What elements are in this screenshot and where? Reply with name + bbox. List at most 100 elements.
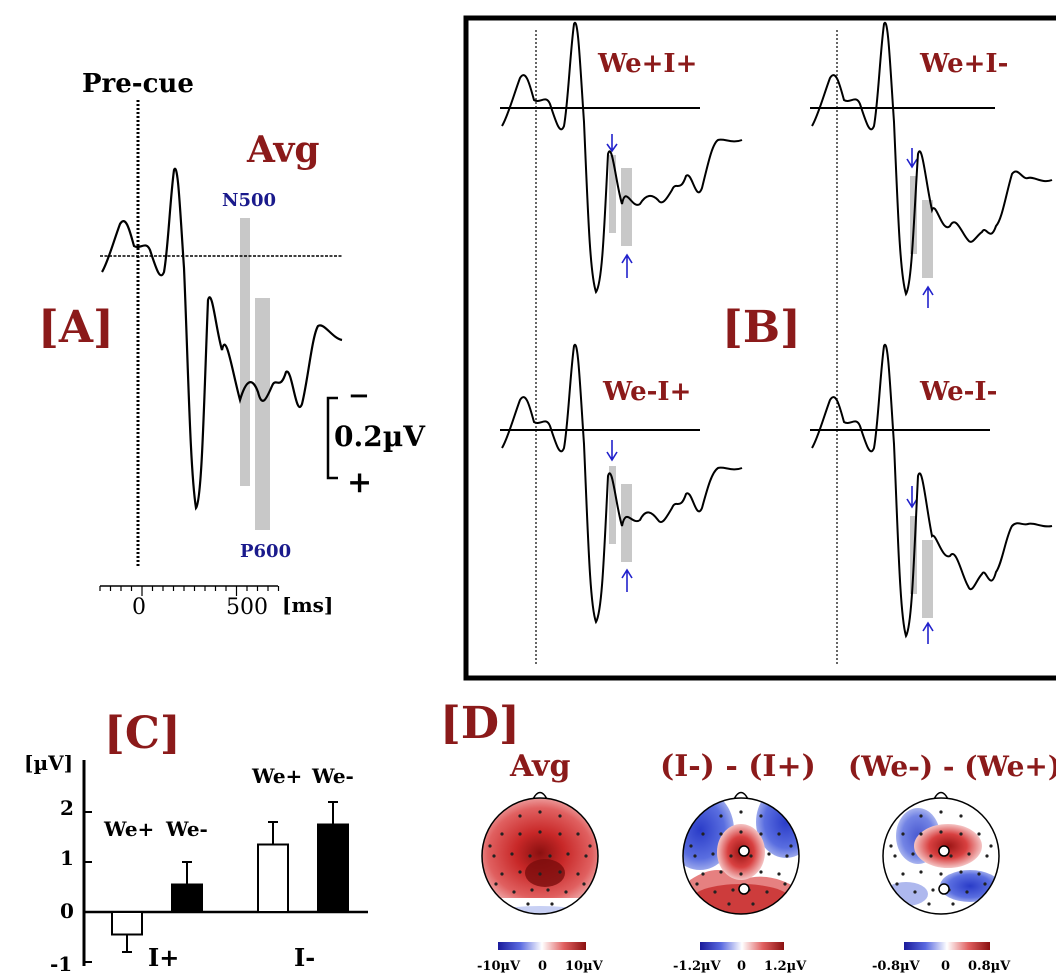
electrode: [927, 902, 931, 906]
topomap-we-minus-minus-we-plus: (We-) - (We+) -0.8µV 0 0.8µV: [848, 750, 1056, 974]
scale-max: 10µV: [565, 959, 604, 974]
scale-min: -0.8µV: [872, 959, 921, 974]
y-ticks: [84, 811, 92, 963]
electrode: [919, 814, 923, 818]
subplot-we-plus-i-plus: We+I+: [500, 21, 743, 295]
erp-trace: [501, 343, 743, 625]
electrode: [789, 844, 793, 848]
electrode: [911, 852, 915, 856]
panel-b-frame: [463, 15, 1056, 681]
panel-d-label: [D]: [440, 698, 520, 749]
electrode: [901, 872, 905, 876]
electrode: [759, 870, 763, 874]
head-outline: [882, 797, 1000, 915]
electrode: [739, 830, 743, 834]
bar: [111, 911, 143, 936]
electrode: [939, 830, 943, 834]
electrode: [767, 852, 771, 856]
electrode: [967, 852, 971, 856]
n500-arrow: [606, 440, 618, 462]
electrode: [729, 854, 733, 858]
n500-label: N500: [222, 190, 276, 211]
electrode: [893, 854, 897, 858]
electrode: [510, 852, 514, 856]
condition-label-we-plus-i-plus: We+I+: [597, 49, 697, 79]
pre-cue-label: Pre-cue: [82, 69, 194, 99]
group-label-i-plus: I+: [148, 943, 179, 972]
panel-b-label: [B]: [722, 302, 801, 353]
electrode: [777, 832, 781, 836]
electrode: [711, 852, 715, 856]
electrode: [759, 832, 763, 836]
subplot-we-plus-i-minus: We+I-: [810, 21, 1053, 308]
n500-arrow: [906, 486, 918, 509]
subplot-we-minus-i-plus: We-I+: [500, 343, 743, 625]
panel-d: [D] Avg -10µV 0 10µV (I-) - (I+): [440, 698, 1056, 974]
electrode: [693, 854, 697, 858]
erp-trace: [501, 21, 743, 295]
electrode: [576, 872, 580, 876]
electrode: [500, 872, 504, 876]
panel-c-label: [C]: [104, 708, 181, 759]
electrode: [548, 854, 552, 858]
panel-a-label: [A]: [38, 302, 114, 353]
electrode: [512, 890, 516, 894]
electrode: [558, 870, 562, 874]
p600-window: [621, 168, 632, 246]
electrode: [913, 890, 917, 894]
electrode: [983, 882, 987, 886]
p600-window: [922, 540, 933, 618]
bar: [171, 883, 203, 913]
electrode: [701, 832, 705, 836]
bars: [111, 801, 349, 953]
bar-label-i-plus-we-plus: We+: [103, 817, 154, 841]
topomap-title: (I-) - (I+): [660, 749, 816, 784]
p600-arrow: [621, 253, 633, 278]
electrode: [919, 870, 923, 874]
panel-c: [C] [µV] 2 1 0 -1 We+ We- We+ We- I+ I-: [24, 708, 368, 976]
electrode: [959, 870, 963, 874]
x-unit: [ms]: [282, 593, 333, 617]
color-scale-bar: [904, 942, 990, 950]
electrode: [749, 854, 753, 858]
electrode: [959, 814, 963, 818]
p600-window: [922, 200, 933, 278]
electrode: [518, 832, 522, 836]
scale-plus: +: [347, 465, 372, 500]
p600-arrow: [922, 621, 934, 644]
electrode: [931, 888, 935, 892]
electrode: [929, 854, 933, 858]
p600-arrow: [621, 568, 633, 592]
electrodes: [488, 810, 592, 906]
erp-trace: [811, 343, 1053, 639]
electrode: [689, 844, 693, 848]
electrode: [528, 854, 532, 858]
y-unit: [µV]: [24, 751, 73, 775]
scale-min: -1.2µV: [673, 959, 722, 974]
bar-label-i-minus-we-plus: We+: [251, 764, 302, 788]
electrode: [518, 870, 522, 874]
electrode: [546, 888, 550, 892]
scale-max: 0.8µV: [968, 959, 1011, 974]
electrode: [584, 854, 588, 858]
scale-minus: −: [348, 381, 370, 411]
topomap-i-minus-minus-i-plus: (I-) - (I+) -1.2µV 0 1.2µV: [660, 749, 816, 974]
head-outline: [481, 797, 599, 915]
scale-value: 0.2µV: [334, 420, 426, 453]
condition-label-we-plus-i-minus: We+I-: [919, 49, 1008, 79]
color-scale-bar: [700, 942, 784, 950]
electrode: [550, 902, 554, 906]
electrode: [492, 854, 496, 858]
electrode: [538, 872, 542, 876]
electrode: [977, 832, 981, 836]
electrode: [530, 888, 534, 892]
p600-arrow: [922, 285, 934, 308]
electrodes: [689, 810, 793, 906]
bar: [317, 823, 349, 913]
panel-a: [A] Pre-cue Avg N500 P600 − 0.2µV + 0 50…: [38, 69, 426, 620]
x-tick-500: 500: [226, 595, 268, 620]
topomap-title: (We-) - (We+): [848, 750, 1056, 783]
x-tick-0: 0: [132, 595, 146, 620]
p600-window: [255, 298, 270, 530]
electrode-highlight: [938, 883, 950, 895]
